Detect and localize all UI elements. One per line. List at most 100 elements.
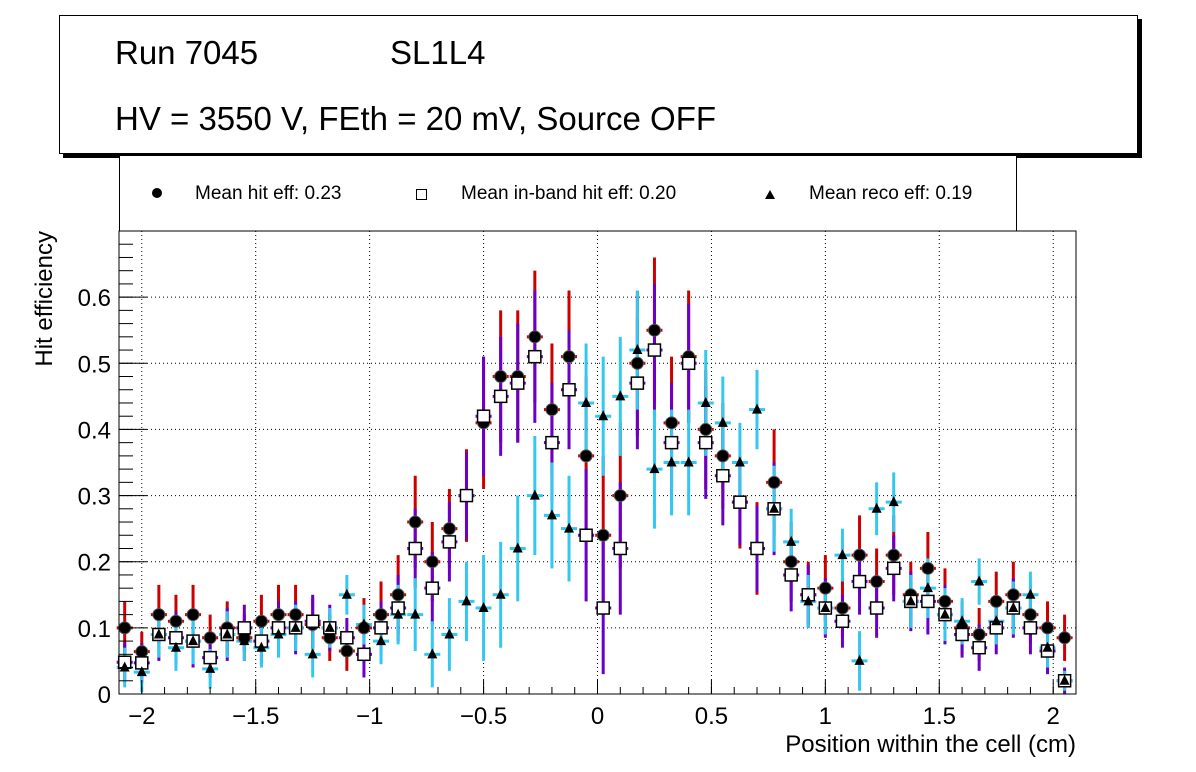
reco-point: [393, 608, 404, 619]
hit-point: [135, 645, 149, 659]
legend: Mean hit eff: 0.23 Mean in-band hit eff:…: [119, 156, 1017, 231]
reco-point: [410, 608, 421, 619]
hit-point: [203, 631, 217, 645]
legend-label-inband: Mean in-band hit eff: 0.20: [461, 183, 677, 204]
inband-point: [955, 627, 969, 642]
reco-point: [957, 615, 968, 626]
reco-point: [854, 654, 865, 665]
x-axis-title: Position within the cell (cm): [785, 731, 1076, 758]
reco-point: [871, 502, 882, 513]
hit-point: [442, 522, 456, 536]
hit-point: [528, 330, 542, 344]
inband-point: [305, 614, 320, 628]
reco-point: [922, 582, 933, 593]
detector-label: SL1L4: [390, 34, 486, 71]
inband-point: [476, 409, 491, 423]
conditions-label: HV = 3550 V, FEth = 20 mV, Source OFF: [115, 100, 717, 137]
inband-point: [750, 541, 764, 556]
hit-point: [665, 416, 679, 430]
inband-point: [340, 631, 354, 645]
axes: −2 −1.5 −1 −0.5 0 0.5 1 1.5 2 0 0.1 0.2 0.3 0.4 0.5 0.6: [78, 243, 1077, 730]
title-box: Run 7045 SL1L4 HV = 3550 V, FEth = 20 mV…: [59, 15, 1138, 154]
inband-point: [408, 541, 422, 556]
reco-point: [256, 641, 267, 652]
reco-point: [598, 410, 609, 421]
legend-label-hit: Mean hit eff: 0.23: [195, 183, 342, 204]
inband-point: [869, 601, 884, 615]
hit-point: [579, 449, 593, 463]
inband-point: [596, 601, 610, 615]
inband-point: [716, 468, 730, 483]
hit-point: [374, 608, 388, 622]
reco-point: [564, 522, 575, 533]
inband-point: [784, 568, 798, 582]
hit-point: [596, 528, 610, 542]
hit-point: [784, 555, 798, 569]
y-tick-label: 0.3: [78, 484, 111, 511]
reco-point: [666, 456, 677, 467]
inband-point: [1023, 621, 1038, 635]
legend-label-reco: Mean reco eff: 0.19: [809, 183, 973, 204]
reco-point: [888, 496, 899, 507]
x-tick-label: 2: [1047, 703, 1060, 730]
inband-point: [528, 349, 542, 364]
hit-point: [1006, 588, 1020, 602]
inband-point: [442, 535, 457, 549]
hit-point: [938, 594, 952, 608]
reco-point: [119, 661, 130, 672]
reco-point: [786, 535, 797, 546]
x-tick-label: 0: [591, 703, 604, 730]
hit-point: [545, 403, 559, 417]
reco-point: [188, 635, 199, 646]
inband-point: [425, 581, 440, 595]
inband-point: [681, 356, 696, 371]
x-tick-label: 1.5: [923, 703, 956, 730]
reco-point: [427, 648, 438, 659]
inband-point: [664, 435, 679, 450]
y-tick-label: 0.4: [78, 417, 111, 444]
reco-point: [495, 588, 506, 599]
hit-point: [818, 581, 832, 595]
inband-point: [203, 650, 217, 665]
reco-point: [649, 463, 660, 474]
inband-point: [613, 541, 628, 556]
reco-point: [700, 396, 711, 407]
hit-point: [921, 561, 935, 575]
inband-point: [698, 435, 713, 450]
reco-point: [974, 575, 985, 586]
hit-point: [289, 608, 303, 622]
inband-point: [835, 614, 850, 628]
reco-point: [717, 416, 728, 427]
inband-point: [647, 343, 662, 357]
inband-point: [852, 574, 867, 589]
reco-point: [153, 628, 164, 639]
reco-point: [1025, 588, 1036, 599]
hit-point: [1041, 621, 1055, 635]
reco-point: [324, 621, 335, 632]
hit-point: [186, 608, 200, 622]
reco-point: [461, 595, 472, 606]
x-tick-label: −0.5: [460, 703, 507, 730]
inband-point: [357, 647, 371, 662]
inband-point: [579, 528, 593, 543]
y-tick-label: 0: [98, 682, 111, 709]
hit-point: [562, 350, 576, 364]
reco-point: [512, 542, 523, 553]
inband-point: [545, 435, 559, 450]
hit-point: [647, 323, 661, 337]
y-tick-label: 0.2: [78, 550, 111, 577]
hit-point: [767, 475, 781, 489]
reco-point: [478, 602, 489, 613]
hit-point: [699, 422, 713, 436]
reco-point: [239, 635, 250, 646]
y-tick-label: 0.6: [78, 285, 111, 312]
x-tick-label: −2: [128, 703, 155, 730]
reco-point: [222, 628, 233, 639]
reco-point: [376, 635, 387, 646]
reco-point: [546, 509, 557, 520]
hit-point: [853, 548, 867, 562]
reco-point: [170, 641, 181, 652]
hit-point: [870, 575, 884, 589]
x-tick-label: 1: [819, 703, 832, 730]
reco-point: [1008, 602, 1019, 613]
